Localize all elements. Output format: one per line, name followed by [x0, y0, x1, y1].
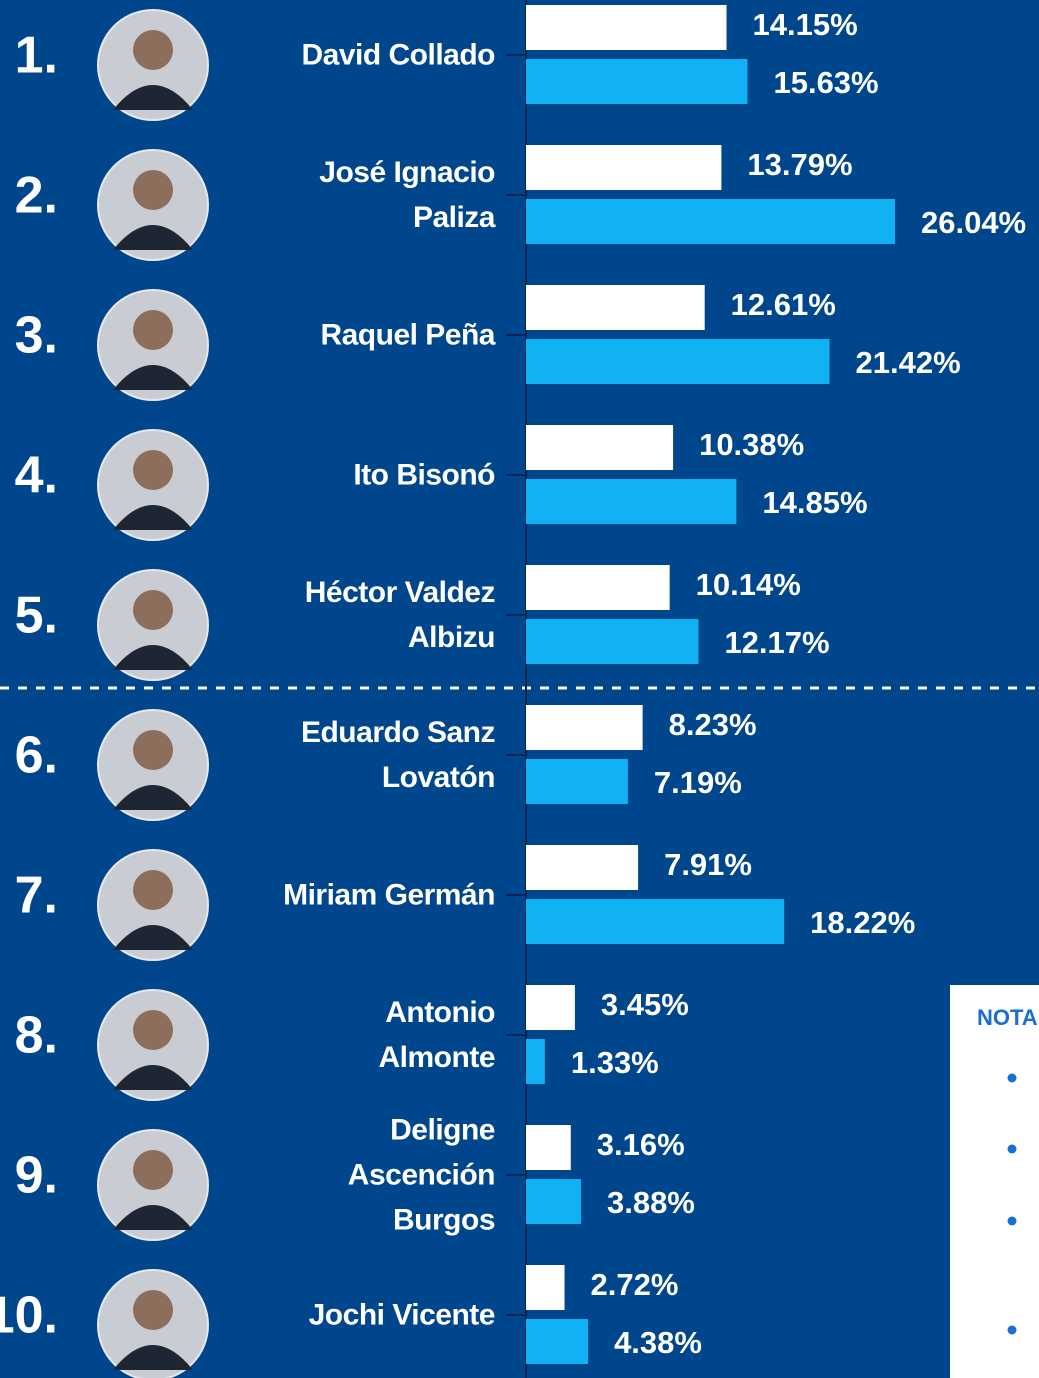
- value-label: 12.17%: [724, 625, 829, 660]
- value-label: 13.79%: [747, 147, 852, 182]
- value-label: 3.16%: [597, 1127, 685, 1162]
- note-bullet: [1007, 1073, 1017, 1083]
- value-label: 18.22%: [810, 905, 915, 940]
- rank: 2.: [15, 167, 58, 225]
- value-label: 7.91%: [664, 847, 752, 882]
- value-label: 26.04%: [921, 205, 1026, 240]
- bar: [526, 565, 670, 610]
- bar: [526, 1265, 565, 1310]
- photo-body: [113, 785, 193, 810]
- value-label: 12.61%: [731, 287, 836, 322]
- bar: [526, 199, 895, 244]
- value-label: 14.85%: [762, 485, 867, 520]
- bar: [526, 1179, 581, 1224]
- photo-body: [113, 1205, 193, 1230]
- photo-body: [113, 505, 193, 530]
- photo-body: [113, 645, 193, 670]
- category-label: José Ignacio Paliza: [319, 156, 495, 234]
- value-label: 21.42%: [856, 345, 961, 380]
- note-bullet: [1007, 1144, 1017, 1154]
- photo-head: [133, 1290, 173, 1330]
- note-title: NOTA: [977, 1005, 1038, 1030]
- rank: 7.: [15, 867, 58, 925]
- rank: 3.: [15, 307, 58, 365]
- bar: [526, 479, 737, 524]
- rank: 10.: [0, 1287, 58, 1345]
- note-box: [950, 985, 1039, 1378]
- category-label: Jochi Vicente: [308, 1298, 496, 1332]
- photo-head: [133, 170, 173, 210]
- value-label: 7.19%: [654, 765, 742, 800]
- value-label: 4.38%: [614, 1325, 702, 1360]
- bar: [526, 59, 748, 104]
- bar: [526, 339, 830, 384]
- bar: [526, 705, 643, 750]
- value-label: 10.14%: [696, 567, 801, 602]
- photo-body: [113, 1345, 193, 1370]
- photo-head: [133, 450, 173, 490]
- category-label: Antonio Almonte: [378, 996, 496, 1074]
- category-label: Eduardo Sanz Lovatón: [300, 716, 496, 794]
- bar: [526, 619, 699, 664]
- photo-body: [113, 225, 193, 250]
- photo-head: [133, 590, 173, 630]
- photo-body: [113, 1065, 193, 1090]
- rank: 8.: [15, 1007, 58, 1065]
- value-label: 3.45%: [601, 987, 689, 1022]
- bar: [526, 285, 705, 330]
- bar: [526, 759, 628, 804]
- category-label: Héctor Valdez Albizu: [304, 576, 496, 654]
- bar: [526, 1039, 545, 1084]
- value-label: 10.38%: [699, 427, 804, 462]
- value-label: 15.63%: [773, 65, 878, 100]
- value-label: 2.72%: [591, 1267, 679, 1302]
- category-label: David Collado: [301, 38, 495, 72]
- rank: 5.: [15, 587, 58, 645]
- category-label: Deligne Ascención Burgos: [347, 1113, 496, 1237]
- bar: [526, 425, 674, 470]
- bar: [526, 899, 785, 944]
- bar: [526, 985, 575, 1030]
- rank: 1.: [15, 27, 58, 85]
- value-label: 1.33%: [571, 1045, 659, 1080]
- note-bullet: [1007, 1325, 1017, 1335]
- photo-body: [113, 925, 193, 950]
- photo-head: [133, 870, 173, 910]
- photo-head: [133, 1010, 173, 1050]
- photo-head: [133, 1150, 173, 1190]
- rank: 6.: [15, 727, 58, 785]
- category-label: Raquel Peña: [320, 318, 495, 352]
- note-bullet: [1007, 1216, 1017, 1226]
- photo-head: [133, 30, 173, 70]
- rank: 4.: [15, 447, 58, 505]
- photo-head: [133, 730, 173, 770]
- bar: [526, 1125, 571, 1170]
- photo-body: [113, 85, 193, 110]
- category-label: Miriam Germán: [283, 878, 495, 912]
- category-label: Ito Bisonó: [353, 458, 495, 492]
- bar: [526, 145, 722, 190]
- value-label: 3.88%: [607, 1185, 695, 1220]
- bar: [526, 845, 639, 890]
- photo-body: [113, 365, 193, 390]
- rank: 9.: [15, 1147, 58, 1205]
- value-label: 8.23%: [669, 707, 757, 742]
- value-label: 14.15%: [753, 7, 858, 42]
- bar: [526, 5, 727, 50]
- photo-head: [133, 310, 173, 350]
- bar: [526, 1319, 589, 1364]
